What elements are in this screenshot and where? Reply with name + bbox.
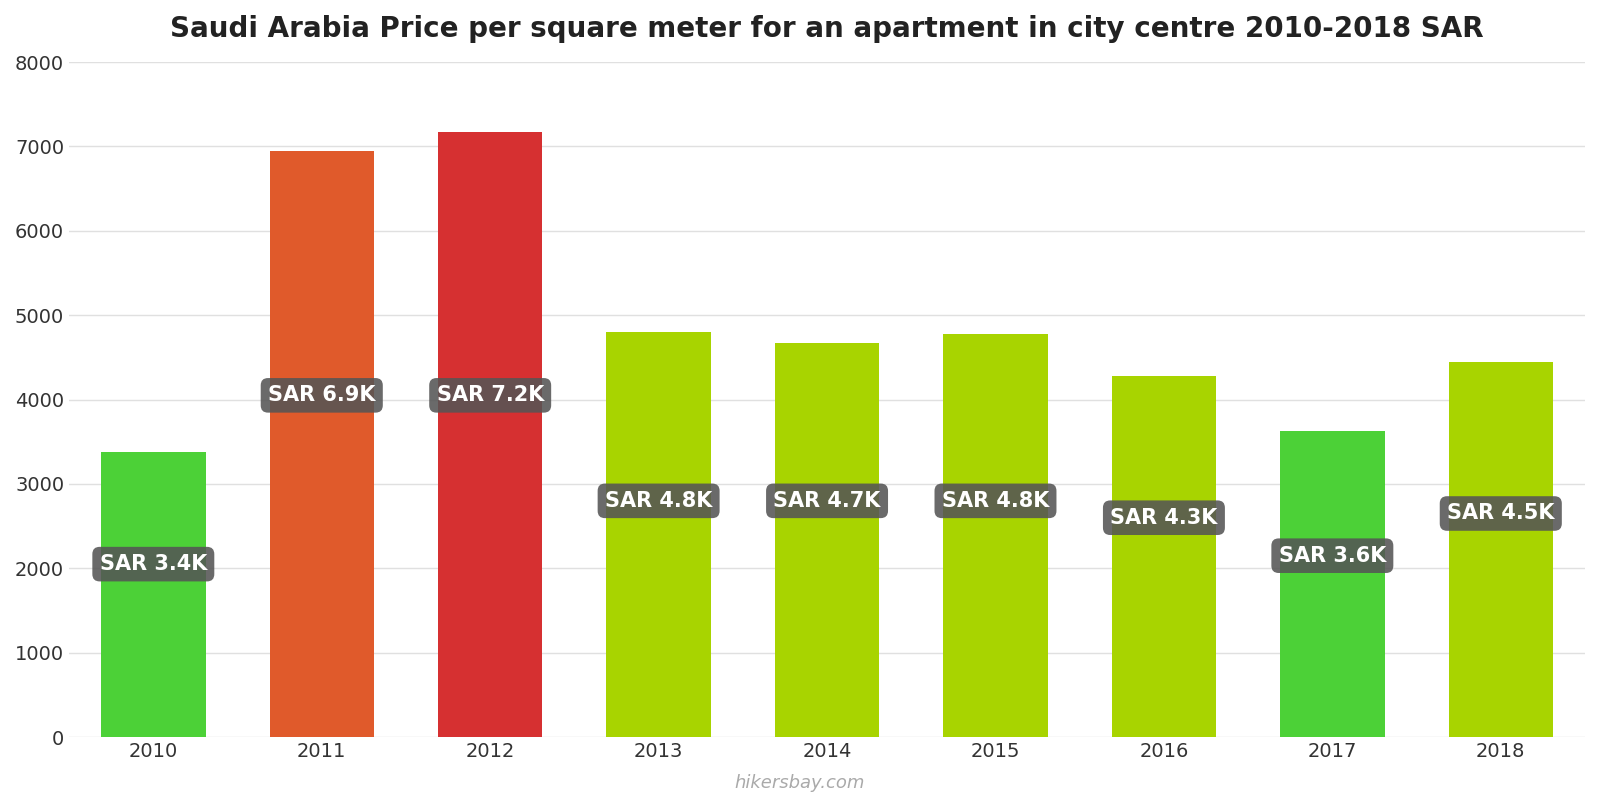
Bar xyxy=(1448,362,1554,737)
Text: SAR 3.4K: SAR 3.4K xyxy=(99,554,206,574)
Text: SAR 4.7K: SAR 4.7K xyxy=(773,491,880,511)
Text: SAR 4.3K: SAR 4.3K xyxy=(1110,508,1218,528)
Bar xyxy=(1112,376,1216,737)
Text: SAR 4.5K: SAR 4.5K xyxy=(1446,503,1555,523)
Bar xyxy=(606,332,710,737)
Bar xyxy=(101,452,205,737)
Text: hikersbay.com: hikersbay.com xyxy=(734,774,866,792)
Text: SAR 3.6K: SAR 3.6K xyxy=(1278,546,1386,566)
Text: SAR 6.9K: SAR 6.9K xyxy=(269,386,376,406)
Text: SAR 7.2K: SAR 7.2K xyxy=(437,386,544,406)
Bar xyxy=(1280,431,1384,737)
Text: SAR 4.8K: SAR 4.8K xyxy=(605,491,712,511)
Bar xyxy=(269,150,374,737)
Bar xyxy=(774,342,880,737)
Bar xyxy=(944,334,1048,737)
Bar xyxy=(438,132,542,737)
Title: Saudi Arabia Price per square meter for an apartment in city centre 2010-2018 SA: Saudi Arabia Price per square meter for … xyxy=(170,15,1483,43)
Text: SAR 4.8K: SAR 4.8K xyxy=(942,491,1050,511)
